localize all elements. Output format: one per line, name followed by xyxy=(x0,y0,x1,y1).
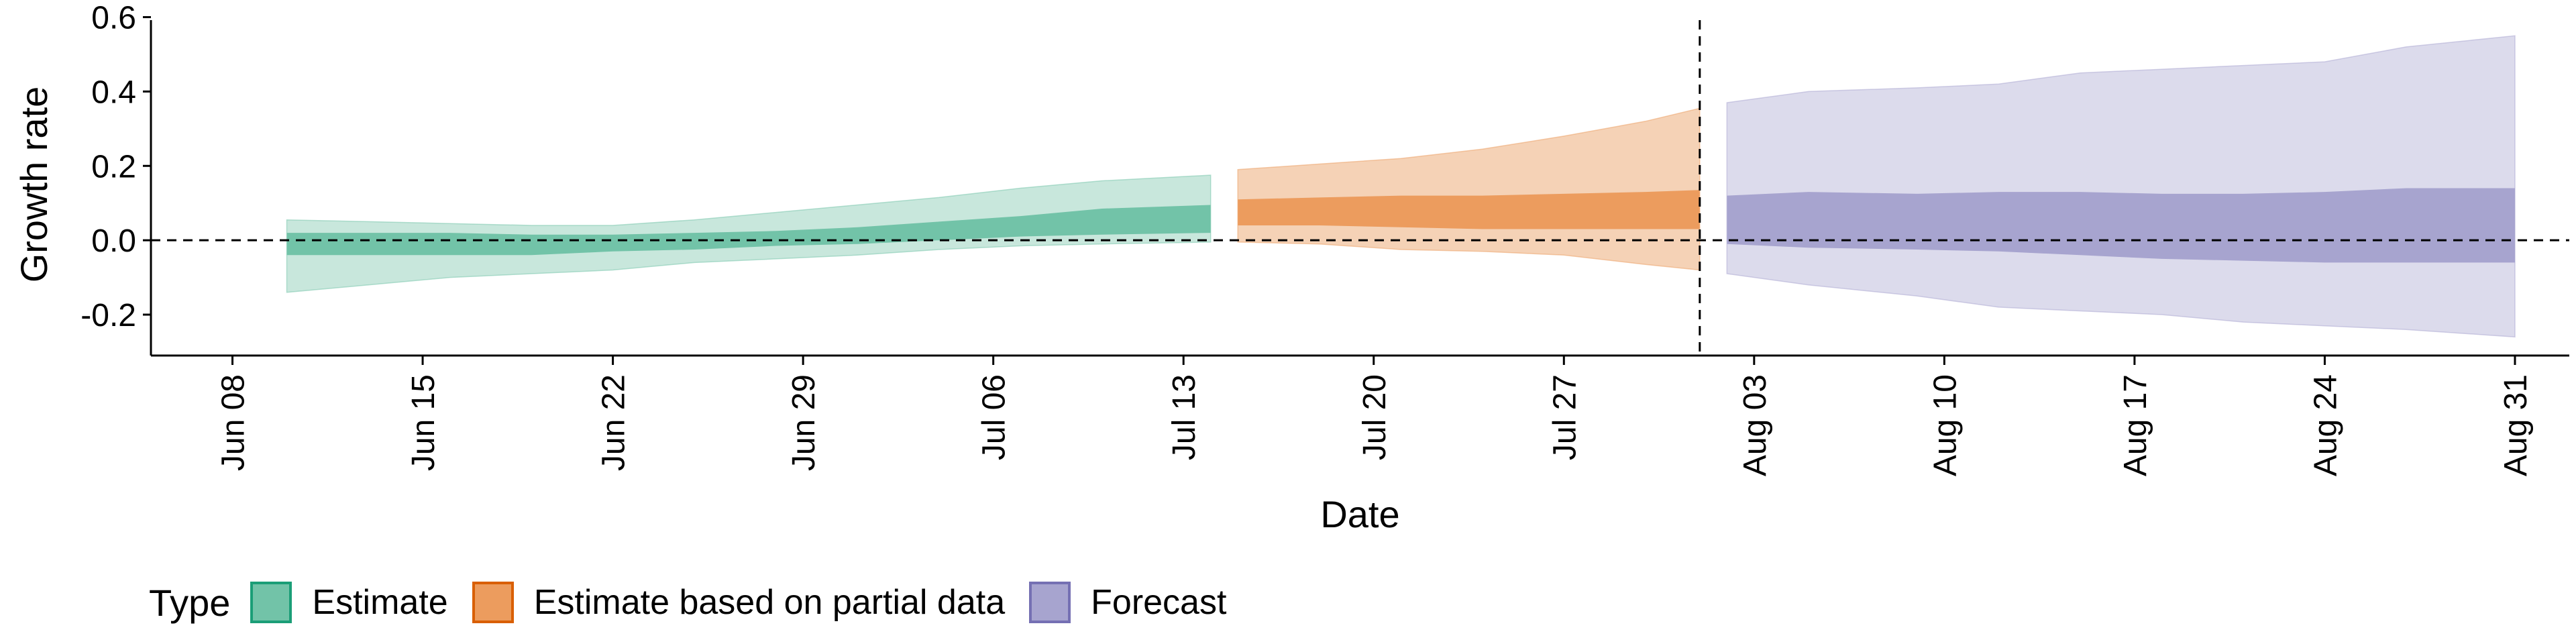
x-tick-label: Jul 13 xyxy=(1167,374,1202,460)
legend-item-forecast: Forecast xyxy=(1029,582,1226,623)
band-90-forecast xyxy=(1726,35,2516,338)
legend-title: Type xyxy=(149,581,231,624)
x-tick-label: Aug 17 xyxy=(2118,374,2153,476)
x-tick-label: Aug 03 xyxy=(1737,374,1773,476)
legend-label-estimate: Estimate xyxy=(312,583,448,622)
band-90-estimate-based-on-partial-data xyxy=(1237,107,1701,271)
chart-svg: -0.2 0.0 0.2 0.4 0.6 Jun 08 Jun 15 Jun 22 Jun 29… xyxy=(13,1,2569,535)
band-50-estimate-based-on-partial-data xyxy=(1238,190,1700,229)
legend-swatch-partial-estimate xyxy=(472,582,514,623)
x-tick-label: Jul 27 xyxy=(1547,374,1582,460)
legend-swatch-forecast xyxy=(1029,582,1071,623)
legend-label-partial-estimate: Estimate based on partial data xyxy=(533,583,1006,622)
x-tick-label: Aug 31 xyxy=(2498,374,2534,476)
legend-swatch-estimate xyxy=(250,582,292,623)
y-tick-label: -0.2 xyxy=(80,298,136,333)
x-tick-label: Jul 20 xyxy=(1357,374,1393,460)
x-tick-label: Jun 15 xyxy=(406,374,441,471)
band-50-estimate xyxy=(286,205,1211,256)
chart: -0.2 0.0 0.2 0.4 0.6 Jun 08 Jun 15 Jun 22 Jun 29… xyxy=(13,1,2569,535)
x-tick-label: Jun 22 xyxy=(596,374,632,471)
y-tick-label: 0.4 xyxy=(91,74,136,110)
legend-item-partial-estimate: Estimate based on partial data xyxy=(472,582,1005,623)
legend-label-forecast: Forecast xyxy=(1091,583,1227,622)
x-tick-label: Jun 29 xyxy=(786,374,822,471)
legend-item-estimate: Estimate xyxy=(250,582,448,623)
x-tick-label: Aug 24 xyxy=(2308,374,2343,476)
y-tick-label: 0.0 xyxy=(91,223,136,259)
band-50-forecast xyxy=(1727,188,2515,263)
x-tick-label: Jun 08 xyxy=(216,374,252,471)
x-tick-label: Aug 10 xyxy=(1927,374,1963,476)
y-axis-title: Growth rate xyxy=(13,87,55,283)
y-tick-label: 0.6 xyxy=(91,1,136,36)
x-axis-title: Date xyxy=(1320,493,1399,535)
y-tick-label: 0.2 xyxy=(91,149,136,184)
legend: Type Estimate Estimate based on partial … xyxy=(149,569,1250,636)
x-tick-label: Jul 06 xyxy=(977,374,1012,460)
